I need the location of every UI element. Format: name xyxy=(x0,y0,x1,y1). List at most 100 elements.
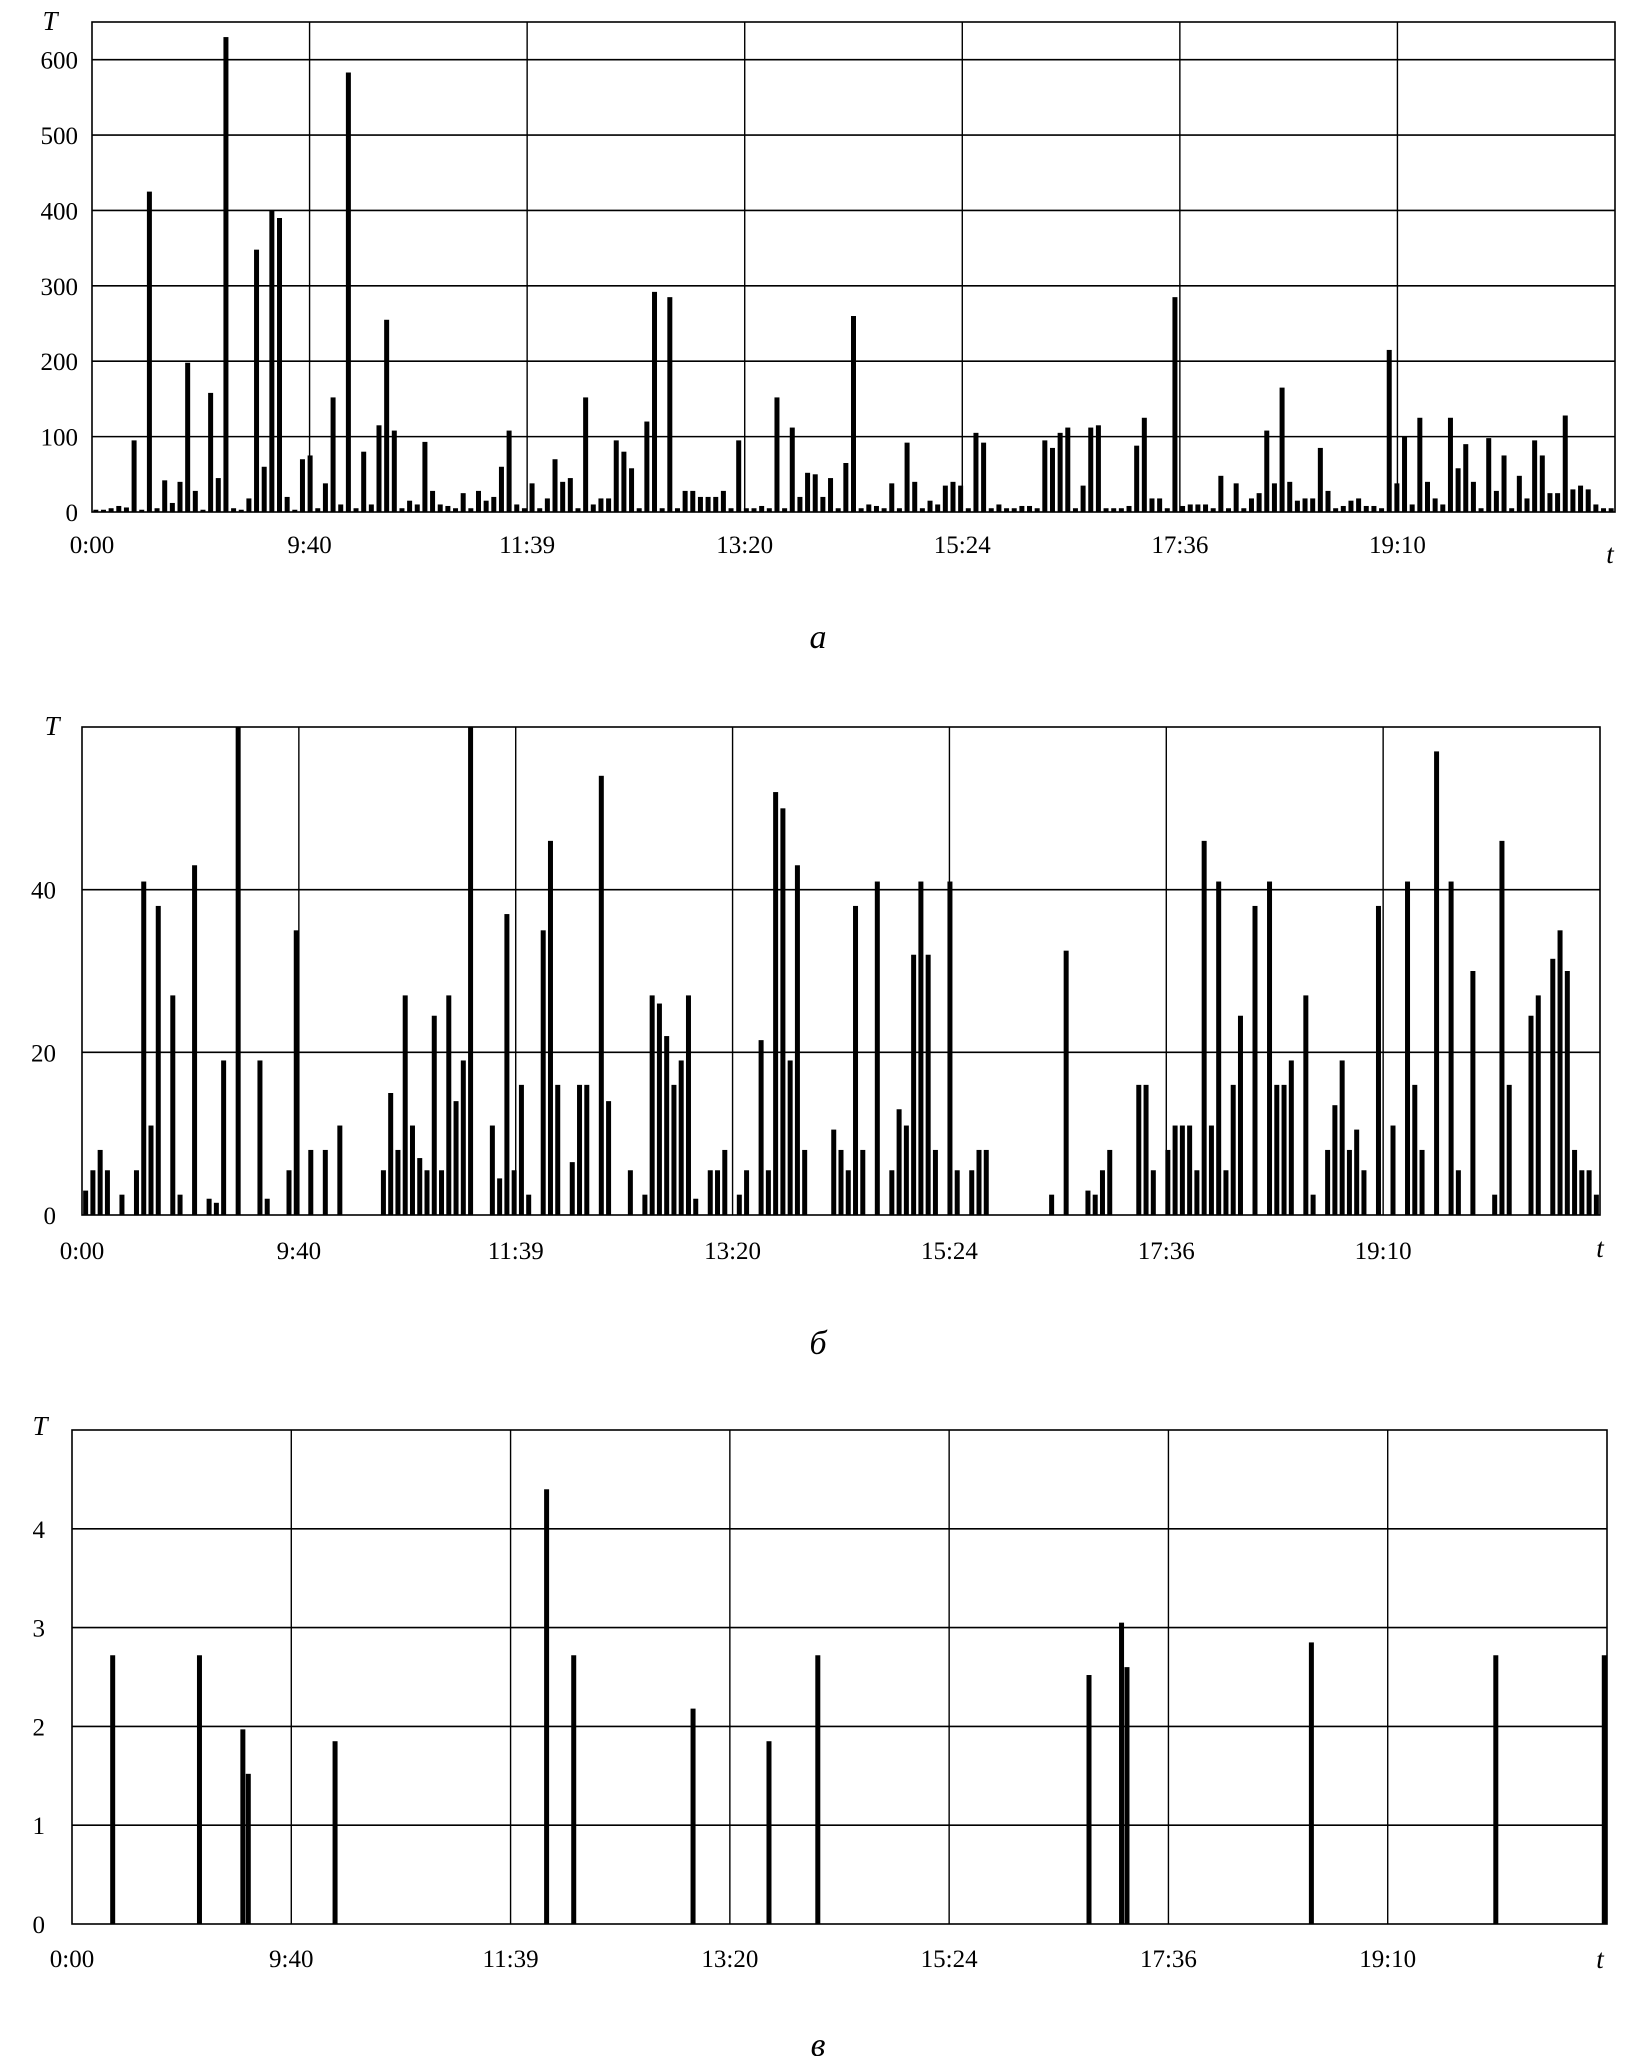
bar xyxy=(337,1125,343,1215)
bar xyxy=(932,1149,938,1215)
bar xyxy=(518,1084,524,1215)
bar xyxy=(780,808,786,1215)
x-tick-label: 0:00 xyxy=(60,1238,104,1265)
bar xyxy=(927,500,933,512)
panel-caption: в xyxy=(811,2027,826,2056)
bar xyxy=(1179,1125,1185,1215)
bar xyxy=(407,500,413,512)
x-tick-label: 17:36 xyxy=(1138,1238,1195,1265)
bar xyxy=(1042,440,1048,512)
bar xyxy=(1524,498,1530,512)
bar xyxy=(667,297,673,512)
bar xyxy=(1535,995,1541,1215)
bar xyxy=(402,995,408,1215)
bar xyxy=(277,218,283,512)
bar xyxy=(903,1125,909,1215)
x-axis-title: t xyxy=(1596,1944,1605,1974)
bar xyxy=(1049,1194,1055,1215)
bar xyxy=(308,1149,314,1215)
bar xyxy=(1288,1060,1294,1215)
bar xyxy=(674,508,680,512)
y-tick-label: 40 xyxy=(31,878,56,905)
bar xyxy=(1049,447,1055,512)
bar xyxy=(773,792,779,1215)
bar xyxy=(108,508,114,512)
bar xyxy=(1085,1190,1091,1215)
bar xyxy=(904,442,910,512)
bar xyxy=(192,490,198,512)
x-tick-label: 15:24 xyxy=(921,1238,978,1265)
y-tick-label: 0 xyxy=(33,1912,46,1939)
bar xyxy=(720,490,726,512)
x-tick-label: 13:20 xyxy=(716,532,773,559)
bar xyxy=(1516,475,1522,512)
bar xyxy=(1126,505,1132,512)
bar xyxy=(154,508,160,512)
bar xyxy=(1493,1655,1499,1924)
bar xyxy=(504,914,510,1215)
bar xyxy=(453,508,459,512)
bar xyxy=(1346,1149,1352,1215)
bar xyxy=(526,1194,532,1215)
bar xyxy=(598,498,604,512)
bar xyxy=(1252,905,1258,1215)
x-tick-label: 19:10 xyxy=(1359,1946,1416,1973)
bar xyxy=(1390,1125,1396,1215)
bar xyxy=(1412,1084,1418,1215)
bar xyxy=(284,496,290,512)
bar xyxy=(245,1773,251,1924)
x-tick-label: 19:10 xyxy=(1369,532,1426,559)
bar xyxy=(169,502,175,512)
bar xyxy=(1004,508,1010,512)
bar xyxy=(983,1149,989,1215)
bar xyxy=(338,504,344,512)
x-tick-label: 19:10 xyxy=(1355,1238,1412,1265)
bar xyxy=(307,455,313,512)
bar xyxy=(1057,432,1063,512)
bar xyxy=(1340,505,1346,512)
bar xyxy=(851,316,856,512)
bar xyxy=(391,430,397,512)
bar xyxy=(235,727,241,1215)
bar xyxy=(506,430,512,512)
bar xyxy=(206,1198,212,1215)
bar xyxy=(838,1149,844,1215)
bar xyxy=(141,881,147,1215)
bar xyxy=(1294,500,1300,512)
bar xyxy=(774,397,780,512)
bar xyxy=(652,291,658,512)
bar xyxy=(196,1655,202,1924)
bar xyxy=(100,509,106,512)
bar xyxy=(606,498,612,512)
bar xyxy=(590,504,596,512)
bar xyxy=(911,954,917,1215)
bar xyxy=(1086,1675,1092,1924)
x-tick-label: 9:40 xyxy=(277,1238,321,1265)
bar xyxy=(1264,430,1270,512)
bar xyxy=(805,472,811,512)
bar xyxy=(1601,1655,1607,1924)
bar xyxy=(1557,930,1563,1215)
bar xyxy=(642,1194,648,1215)
bar xyxy=(1237,1015,1243,1215)
x-tick-label: 11:39 xyxy=(483,1946,539,1973)
bar xyxy=(627,1170,633,1215)
bar xyxy=(254,249,260,512)
bar xyxy=(722,1149,728,1215)
bar xyxy=(540,930,546,1215)
bar xyxy=(1141,417,1147,512)
bar xyxy=(1303,995,1309,1215)
bar xyxy=(1564,971,1570,1215)
bar xyxy=(208,392,214,512)
bar xyxy=(1409,504,1415,512)
bar xyxy=(1570,489,1576,512)
x-tick-label: 15:24 xyxy=(934,532,991,559)
bar xyxy=(1034,508,1040,512)
bar xyxy=(409,1125,415,1215)
bar xyxy=(1150,1170,1156,1215)
bar xyxy=(976,1149,982,1215)
bar xyxy=(1281,1084,1287,1215)
bar xyxy=(293,930,299,1215)
y-tick-label: 200 xyxy=(41,349,79,376)
bar xyxy=(177,481,183,512)
